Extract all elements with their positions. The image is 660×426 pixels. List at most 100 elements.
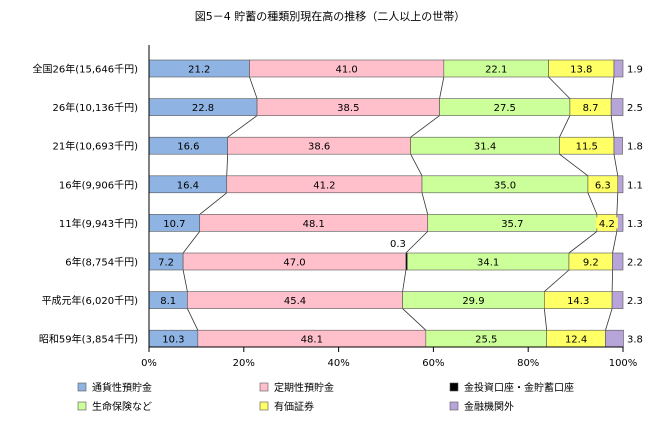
- x-tick-label: 60%: [422, 358, 444, 369]
- value-label-bg: [475, 333, 498, 345]
- value-label: 6.3: [595, 180, 611, 191]
- value-label: 12.4: [565, 335, 587, 346]
- connector-line: [410, 115, 440, 138]
- connector-line: [610, 115, 615, 138]
- connector-line: [182, 269, 188, 292]
- value-label: 16.4: [177, 180, 199, 191]
- connector-line: [568, 231, 598, 254]
- value-label-bg: [493, 101, 516, 113]
- connector-line: [187, 308, 199, 331]
- connector-line: [544, 269, 570, 292]
- connector-line: [610, 76, 615, 99]
- value-label: 2.5: [627, 103, 643, 114]
- legend-label: 金投資口座・金貯蓄口座: [464, 381, 574, 394]
- value-label: 31.4: [474, 142, 496, 153]
- value-label: 10.7: [163, 219, 185, 230]
- value-label: 45.4: [284, 296, 306, 307]
- bar-segment: [613, 136, 623, 155]
- value-label-bg: [188, 63, 211, 74]
- category-label: 昭和59年(3,854千円): [39, 333, 138, 346]
- connector-line: [226, 154, 229, 176]
- bar-segment: [612, 252, 624, 271]
- value-label: 2.2: [627, 258, 643, 269]
- connector-line: [227, 115, 258, 138]
- x-tick-label: 40%: [327, 358, 349, 369]
- connector-line: [402, 269, 407, 292]
- value-label: 1.9: [627, 65, 643, 76]
- value-label: 8.7: [583, 103, 599, 114]
- category-label: 平成元年(6,020千円): [42, 294, 139, 307]
- x-tick-label: 100%: [609, 358, 638, 369]
- x-axis: 0% 20% 40% 60% 80% 100%: [141, 45, 637, 369]
- x-tick-label: 0%: [141, 358, 157, 369]
- value-label-bg: [335, 63, 358, 74]
- connector-line: [559, 115, 571, 138]
- value-label: 35.7: [501, 219, 523, 230]
- value-label-bg: [591, 178, 614, 190]
- value-label: 27.5: [494, 103, 516, 114]
- value-label-bg: [337, 101, 360, 113]
- value-label-bg: [485, 63, 508, 74]
- value-label-bg: [176, 178, 199, 190]
- value-label: 1.1: [627, 180, 643, 191]
- value-label: 25.5: [475, 335, 497, 346]
- connector-line: [548, 76, 571, 99]
- value-label: 38.5: [337, 103, 359, 114]
- connector-line: [421, 192, 429, 215]
- legend-swatch: [259, 401, 269, 411]
- connector-line: [402, 308, 427, 331]
- value-label-bg: [308, 140, 331, 152]
- category-label: 全国26年(15,646千円): [32, 63, 138, 76]
- value-label: 48.1: [303, 219, 325, 230]
- category-label: 6年(8,754千円): [65, 256, 138, 269]
- value-label-bg: [177, 140, 200, 152]
- value-label-bg: [579, 101, 602, 113]
- value-label-bg: [313, 178, 336, 190]
- value-label-bg: [474, 140, 497, 152]
- connector-line: [612, 231, 618, 254]
- value-label-bg: [501, 217, 524, 229]
- value-label: 7.2: [158, 258, 174, 269]
- connector-line: [559, 153, 589, 177]
- connector-line: [249, 76, 258, 99]
- legend-label: 生命保険など: [92, 400, 152, 413]
- value-label: 1.8: [627, 142, 643, 153]
- value-labels: 21.2 41.0 22.1 13.8 1.9 22.8 38.5 27.5 8.7 2.5 16.…: [155, 63, 643, 346]
- value-label: 8.1: [160, 296, 176, 307]
- value-label: 21.2: [188, 65, 210, 76]
- value-label-bg: [163, 217, 186, 229]
- value-label: 1.3: [627, 219, 643, 230]
- category-label: 16年(9,906千円): [59, 178, 138, 191]
- value-label: 2.3: [627, 296, 643, 307]
- value-label: 35.0: [494, 180, 516, 191]
- connector-line: [587, 192, 598, 215]
- value-label-bg: [567, 294, 590, 306]
- legend-swatch: [77, 382, 87, 392]
- value-label: 10.3: [162, 335, 184, 346]
- annotation-label: 0.3: [390, 239, 406, 250]
- value-label-bg: [595, 217, 618, 229]
- value-label: 22.8: [192, 103, 214, 114]
- connector-line: [616, 192, 619, 215]
- category-labels: 全国26年(15,646千円) 26年(10,136千円) 21年(10,693千円…: [32, 63, 138, 346]
- value-label-bg: [283, 256, 306, 267]
- legend-swatch: [259, 382, 269, 392]
- value-label-bg: [157, 294, 180, 306]
- value-label: 48.1: [301, 335, 323, 346]
- connector-line: [439, 76, 445, 99]
- legend-swatch: [449, 401, 459, 411]
- value-label-bg: [162, 333, 185, 345]
- value-label: 41.0: [336, 65, 358, 76]
- connector-line: [543, 308, 548, 331]
- bar-segment: [617, 175, 624, 194]
- value-label-bg: [493, 178, 516, 190]
- connector-line: [410, 154, 423, 176]
- legend-label: 金融機関外: [464, 400, 514, 413]
- bar-segment: [610, 98, 624, 116]
- value-label: 22.1: [485, 65, 507, 76]
- value-label: 47.0: [283, 258, 305, 269]
- value-label: 38.6: [308, 142, 330, 153]
- value-label-bg: [300, 333, 323, 345]
- x-tick-label: 80%: [517, 358, 539, 369]
